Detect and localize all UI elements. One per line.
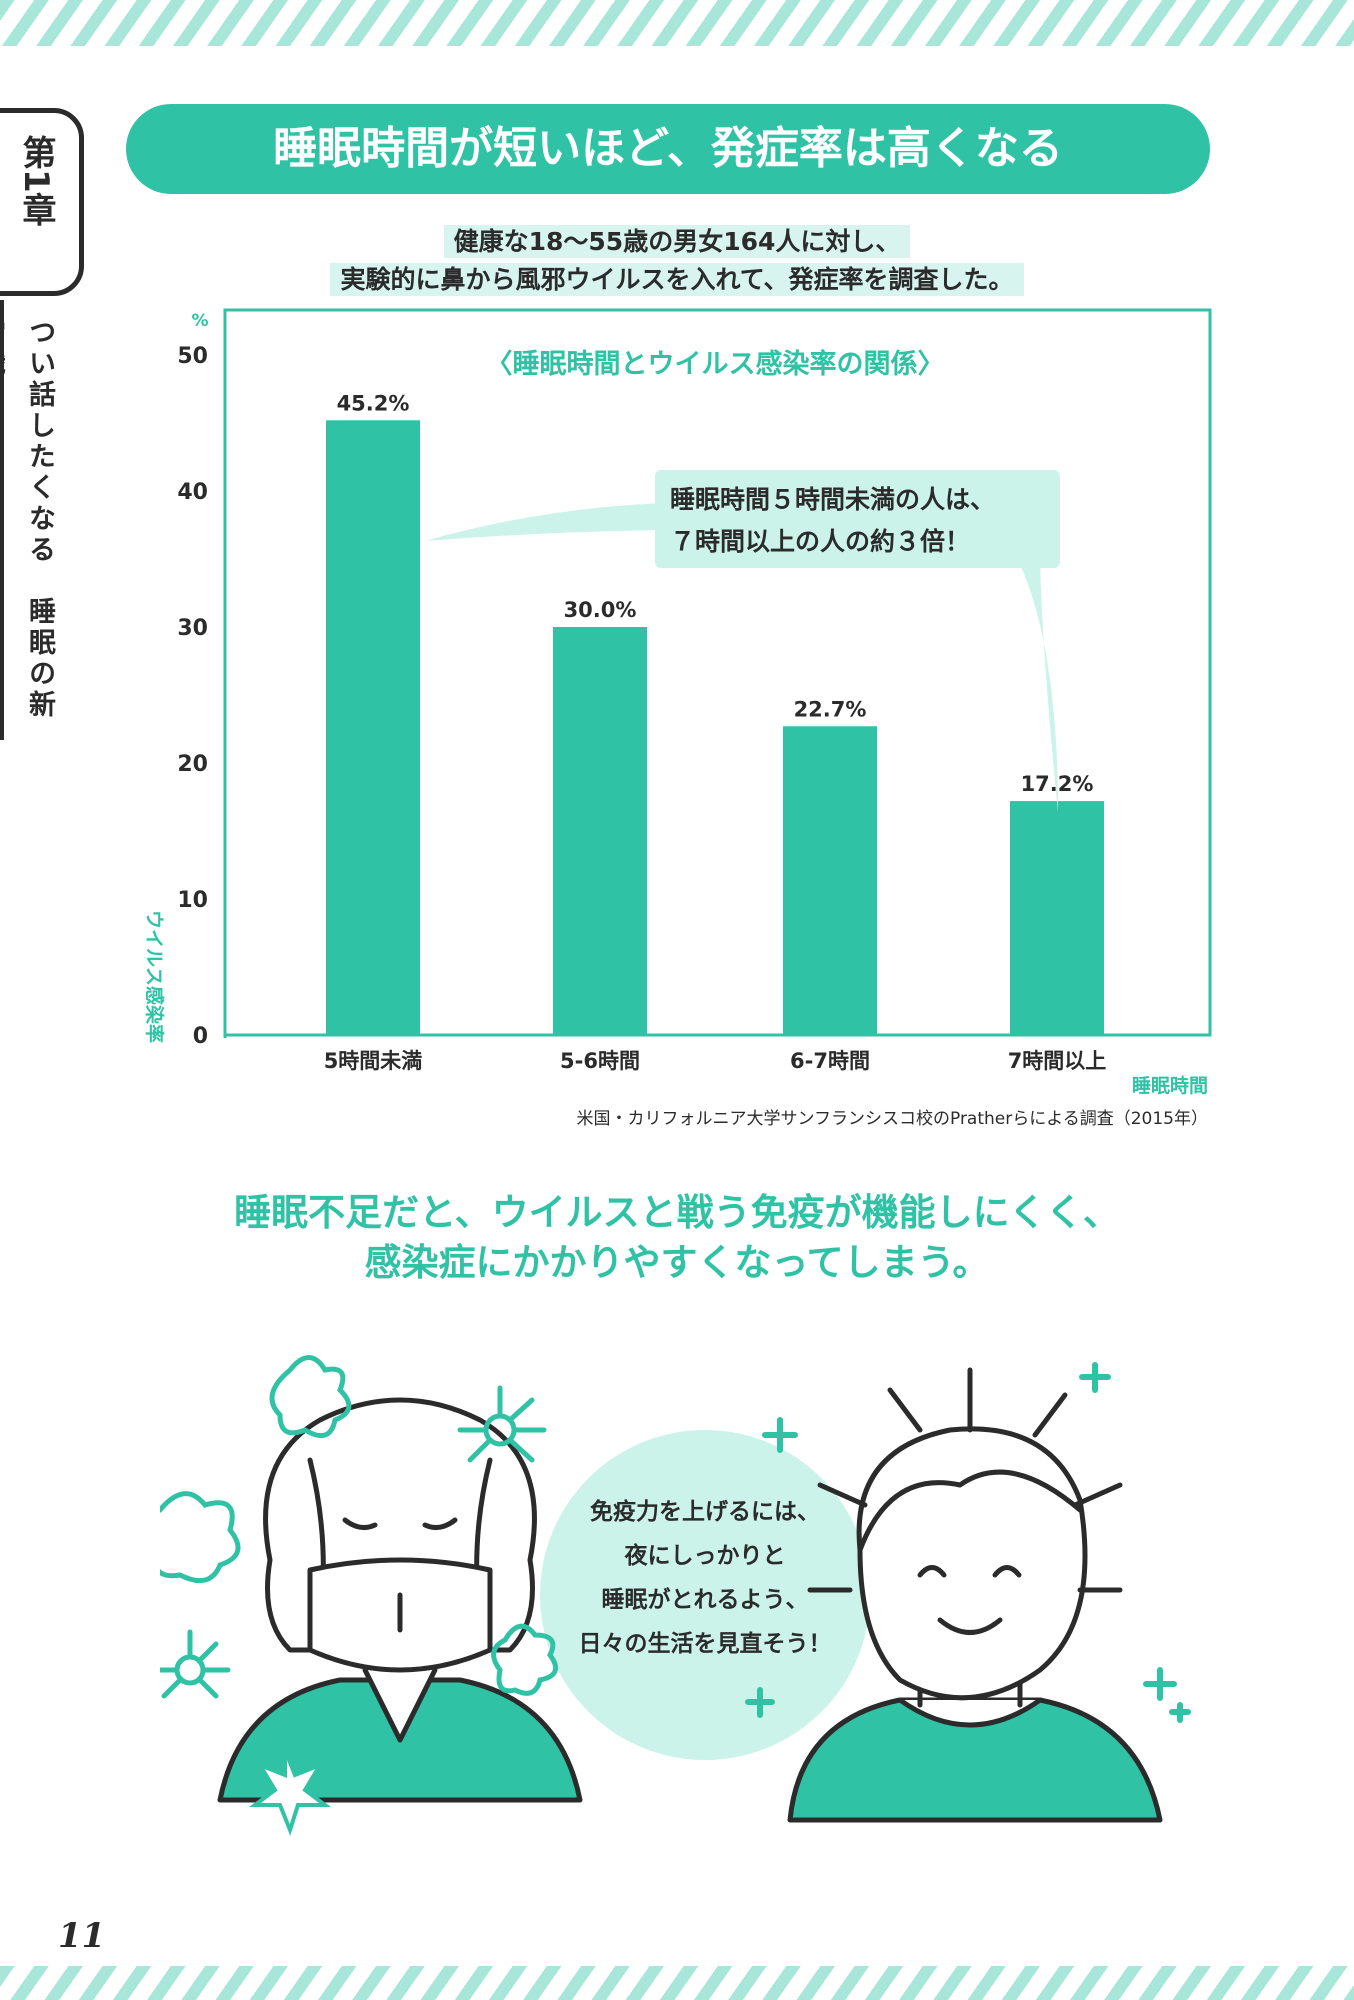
tip-bubble bbox=[540, 1430, 870, 1760]
y-axis-label: ウイルス感染率 bbox=[143, 910, 166, 1043]
y-tick-label: 20 bbox=[177, 752, 208, 777]
y-tick-label: 10 bbox=[177, 888, 208, 913]
conclusion-line2: 感染症にかかりやすくなってしまう。 bbox=[364, 1241, 990, 1284]
x-axis-label: 睡眠時間 bbox=[1132, 1075, 1208, 1097]
callout-box bbox=[655, 470, 1060, 568]
category-label: 5時間未満 bbox=[324, 1049, 423, 1073]
y-tick-label: 50 bbox=[177, 344, 208, 369]
sick-person-illustration bbox=[217, 1397, 583, 1803]
bar bbox=[326, 420, 420, 1035]
tip-line1: 免疫力を上げるには、 bbox=[590, 1499, 820, 1525]
y-tick-label: 0 bbox=[193, 1024, 208, 1049]
data-label: 30.0% bbox=[564, 598, 637, 622]
y-tick-label: 30 bbox=[177, 616, 208, 641]
side-rule bbox=[0, 300, 4, 740]
tip-line3: 睡眠がとれるよう、 bbox=[601, 1587, 809, 1613]
callout-line1: 睡眠時間５時間未満の人は、 bbox=[670, 485, 995, 514]
study-description-line2: 実験的に鼻から風邪ウイルスを入れて、発症率を調査した。 bbox=[0, 260, 1354, 296]
bar bbox=[553, 627, 647, 1035]
tip-bubble-text: 免疫力を上げるには、 夜にしっかりと 睡眠がとれるよう、 日々の生活を見直そう！ bbox=[540, 1490, 870, 1666]
chart-title: 〈睡眠時間とウイルス感染率の関係〉 bbox=[486, 348, 945, 380]
category-label: 7時間以上 bbox=[1008, 1049, 1107, 1073]
source-note: 米国・カリフォルニア大学サンフランシスコ校のPratherらによる調査（2015… bbox=[577, 1109, 1209, 1129]
illustration bbox=[160, 1355, 1191, 1836]
category-label: 6-7時間 bbox=[790, 1049, 870, 1073]
bar bbox=[1010, 801, 1104, 1035]
page-number: 11 bbox=[58, 1916, 106, 1956]
chapter-tab: 第1章 bbox=[0, 108, 84, 296]
chapter-title: 第1章 bbox=[16, 135, 56, 227]
data-label: 22.7% bbox=[794, 697, 867, 721]
bottom-stripe-border bbox=[0, 1966, 1354, 2000]
bars bbox=[326, 420, 1104, 1035]
study-description-line1: 健康な18～55歳の男女164人に対し、 bbox=[0, 222, 1354, 258]
y-tick-label: 40 bbox=[177, 480, 208, 505]
y-unit-label: % bbox=[191, 311, 208, 331]
star-icon bbox=[249, 1749, 331, 1836]
tip-line2: 夜にしっかりと bbox=[624, 1543, 786, 1569]
bar bbox=[783, 726, 877, 1035]
data-label: 45.2% bbox=[337, 391, 410, 415]
category-label: 5-6時間 bbox=[560, 1049, 640, 1073]
tip-line4: 日々の生活を見直そう！ bbox=[578, 1631, 832, 1657]
category-labels: 5時間未満 5-6時間 6-7時間 7時間以上 bbox=[324, 1049, 1107, 1073]
y-tick-labels: 0 10 20 30 40 50 bbox=[177, 344, 208, 1049]
healthy-person-illustration bbox=[787, 1367, 1163, 1823]
conclusion-line1: 睡眠不足だと、ウイルスと戦う免疫が機能しにくく、 bbox=[234, 1191, 1120, 1234]
top-stripe-border bbox=[0, 0, 1354, 46]
section-title: 睡眠時間が短いほど、発症率は高くなる bbox=[126, 104, 1210, 194]
chapter-subtitle: つい話したくなる 睡眠の新常識 bbox=[0, 318, 55, 721]
callout-pointer-right bbox=[1010, 544, 1058, 812]
sparkle-icons bbox=[745, 1362, 1191, 1723]
virus-icons bbox=[160, 1355, 559, 1699]
bar-chart: % 〈睡眠時間とウイルス感染率の関係〉 0 10 20 30 40 50 45.2% 30.… bbox=[143, 308, 1212, 1129]
value-labels: 45.2%30.0%22.7%17.2% bbox=[337, 391, 1094, 796]
callout-line2: ７時間以上の人の約３倍！ bbox=[670, 527, 970, 556]
callout-pointer-left bbox=[425, 503, 665, 541]
